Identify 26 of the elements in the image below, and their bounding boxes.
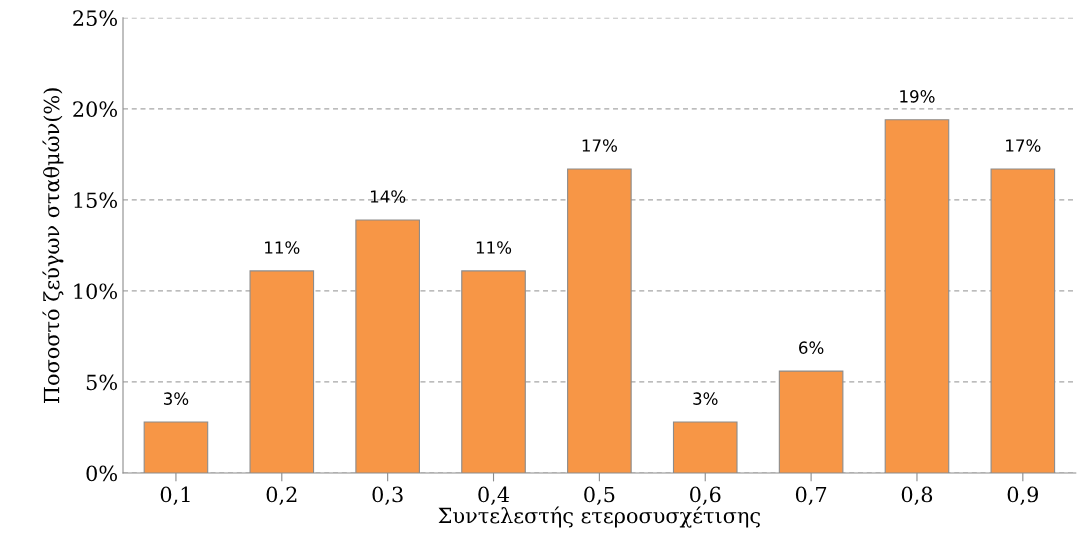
y-tick-label: 0% [86, 465, 117, 482]
y-tick-label: 5% [86, 374, 117, 391]
x-tick-label: 0,7 [795, 486, 827, 505]
data-label: 6% [799, 341, 824, 354]
x-tick-label: 0,3 [372, 486, 403, 505]
x-tick-label: 0,8 [901, 486, 933, 505]
y-axis-title: Ποσοστό ζεύγων σταθμών(%) [42, 88, 64, 404]
x-tick-label: 0,1 [160, 486, 190, 505]
x-tick-label: 0,4 [478, 486, 510, 505]
y-tick-label: 20% [73, 101, 117, 118]
data-label: 3% [693, 392, 718, 405]
data-label: 14% [370, 190, 406, 203]
data-label: 17% [582, 139, 617, 152]
y-tick-label: 25% [73, 10, 117, 27]
x-tick-label: 0,5 [584, 486, 615, 505]
x-axis-title: Συντελεστής ετεροσυσχέτισης [438, 506, 760, 528]
y-tick-label: 10% [74, 283, 117, 300]
data-label: 11% [265, 241, 300, 254]
data-label: 17% [1006, 139, 1041, 152]
y-tick-label: 15% [74, 192, 117, 209]
x-tick-label: 0,9 [1007, 486, 1038, 505]
x-tick-label: 0,6 [690, 486, 721, 505]
data-label: 19% [900, 90, 935, 103]
data-label: 11% [476, 241, 512, 254]
x-tick-label: 0,2 [266, 486, 297, 505]
data-label: 3% [163, 392, 189, 405]
